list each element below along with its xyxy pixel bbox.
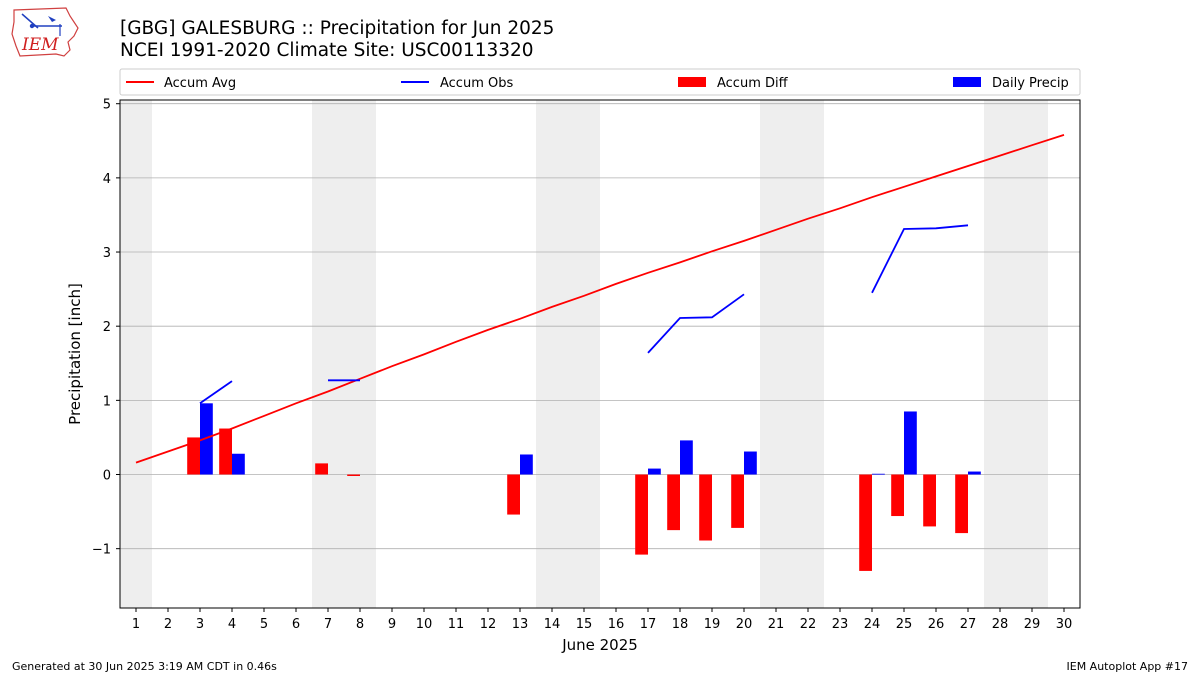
weekend-bands (120, 100, 1048, 608)
accum-diff-bar (347, 474, 360, 476)
y-tick-label: 3 (103, 246, 111, 261)
daily-precip-bar (648, 468, 661, 475)
x-tick-label: 28 (992, 617, 1009, 632)
x-tick-label: 8 (356, 617, 364, 632)
y-axis-label: Precipitation [inch] (66, 283, 84, 425)
legend-label-accum-diff: Accum Diff (717, 76, 789, 91)
legend-item-accum-avg: Accum Avg (126, 76, 236, 91)
y-axis-ticks: −1 0 1 2 3 4 5 (92, 98, 120, 558)
x-tick-label: 25 (896, 617, 913, 632)
accum-diff-bar (507, 474, 520, 515)
title-line-1: [GBG] GALESBURG :: Precipitation for Jun… (120, 18, 555, 39)
accum-diff-bar (923, 474, 936, 527)
x-tick-label: 26 (928, 617, 945, 632)
x-tick-label: 15 (576, 617, 593, 632)
accum-diff-bar (315, 463, 328, 475)
logo-text: IEM (21, 35, 59, 55)
legend-label-accum-obs: Accum Obs (440, 76, 513, 91)
x-tick-label: 27 (960, 617, 977, 632)
daily-precip-bar (520, 454, 533, 475)
daily-precip-bar (232, 453, 245, 475)
x-tick-label: 12 (480, 617, 497, 632)
y-tick-label: −1 (92, 543, 111, 558)
accum-diff-bar (219, 428, 232, 475)
accum-obs-line (647, 293, 745, 354)
legend-box (119, 68, 1081, 96)
accum-diff-bar (667, 474, 680, 531)
y-tick-label: 1 (103, 394, 111, 409)
daily-precip-bar (680, 440, 693, 475)
weekend-band (984, 100, 1048, 608)
footer-app: IEM Autoplot App #17 (1066, 660, 1189, 673)
accum-diff-bar (731, 474, 744, 528)
x-tick-label: 11 (448, 617, 465, 632)
x-tick-label: 14 (544, 617, 561, 632)
accum-diff-bar (699, 474, 712, 541)
iem-logo-icon: IEM (11, 7, 79, 57)
x-tick-label: 19 (704, 617, 721, 632)
legend-label-accum-avg: Accum Avg (164, 76, 236, 91)
x-tick-label: 5 (260, 617, 268, 632)
x-tick-label: 16 (608, 617, 625, 632)
x-tick-label: 23 (832, 617, 849, 632)
title-line-2: NCEI 1991-2020 Climate Site: USC00113320 (120, 40, 534, 61)
x-tick-label: 6 (292, 617, 300, 632)
x-tick-label: 21 (768, 617, 785, 632)
y-tick-label: 2 (103, 320, 111, 335)
x-tick-label: 18 (672, 617, 689, 632)
x-tick-label: 2 (164, 617, 172, 632)
y-tick-label: 0 (103, 469, 111, 484)
x-tick-label: 20 (736, 617, 753, 632)
accum-diff-bar (891, 474, 904, 517)
legend: Accum Avg Accum Obs Accum Diff Daily Pre… (119, 68, 1081, 96)
weekend-band (536, 100, 600, 608)
accum-diff-bar (955, 474, 968, 534)
x-tick-label: 17 (640, 617, 657, 632)
legend-daily-swatch (953, 77, 981, 87)
daily-precip-bar (872, 473, 885, 475)
x-tick-label: 7 (324, 617, 332, 632)
y-tick-label: 5 (103, 98, 111, 113)
x-tick-label: 9 (388, 617, 396, 632)
weekend-band (120, 100, 152, 608)
daily-precip-bar (744, 451, 757, 475)
iem-logo: IEM (8, 6, 80, 60)
x-tick-label: 1 (132, 617, 140, 632)
x-tick-label: 24 (864, 617, 881, 632)
x-tick-label: 30 (1056, 617, 1073, 632)
accum-diff-bar (859, 474, 872, 571)
daily-precip-bar (968, 471, 981, 475)
x-tick-label: 3 (196, 617, 204, 632)
legend-item-daily-precip: Daily Precip (953, 76, 1069, 91)
accum-obs-line (871, 224, 969, 294)
legend-diff-swatch (678, 77, 706, 87)
weekend-band (760, 100, 824, 608)
footer-generated: Generated at 30 Jun 2025 3:19 AM CDT in … (12, 660, 277, 673)
weekend-band (312, 100, 376, 608)
accum-diff-bar (635, 474, 648, 555)
x-axis-ticks: 1 2 3 4 5 6 7 8 9 10 11 12 13 14 15 16 17 18 19 20 21 22 23 24 2… (132, 608, 1072, 632)
legend-item-accum-obs: Accum Obs (401, 76, 513, 91)
x-axis-label: June 2025 (561, 636, 638, 654)
accum-diff-bars (187, 428, 968, 571)
x-tick-label: 13 (512, 617, 529, 632)
daily-precip-bar (904, 411, 917, 475)
x-tick-label: 29 (1024, 617, 1041, 632)
y-tick-label: 4 (103, 172, 111, 187)
legend-item-accum-diff: Accum Diff (678, 76, 789, 91)
chart-title: [GBG] GALESBURG :: Precipitation for Jun… (120, 18, 554, 62)
x-tick-label: 10 (416, 617, 433, 632)
plot-frame (119, 99, 1081, 609)
series-lines (135, 134, 1065, 464)
x-tick-label: 4 (228, 617, 236, 632)
y-gridlines (120, 103, 1080, 550)
accum-obs-line (199, 380, 233, 405)
legend-label-daily-precip: Daily Precip (992, 76, 1069, 91)
accum-diff-bar (187, 437, 200, 475)
accum-avg-line (135, 134, 1065, 464)
x-tick-label: 22 (800, 617, 817, 632)
